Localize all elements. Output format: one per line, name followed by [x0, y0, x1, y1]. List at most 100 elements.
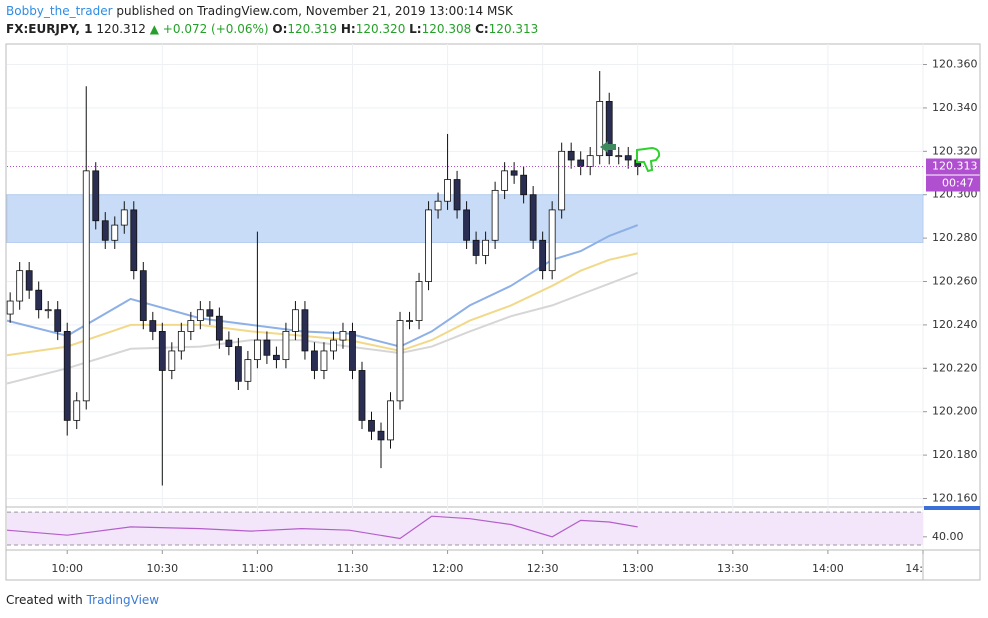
rsi-tick-label: 40.00	[932, 530, 964, 543]
symbol: FX:EURJPY, 1	[6, 22, 93, 36]
candle-body	[330, 339, 337, 352]
candle-body	[520, 174, 528, 196]
pane-handle	[924, 506, 980, 510]
y-tick-label: 120.220	[932, 361, 978, 374]
candle-body	[244, 359, 252, 382]
footer: Created with TradingView	[6, 593, 159, 607]
candle-body	[558, 150, 566, 211]
candle-body	[349, 331, 356, 371]
y-tick-label: 120.160	[932, 491, 978, 504]
y-tick-label: 120.320	[932, 144, 978, 157]
candle-body	[406, 320, 413, 322]
candle-body	[453, 179, 461, 211]
published: published on TradingView.com, November 2…	[116, 4, 513, 18]
header-line: Bobby_the_trader published on TradingVie…	[6, 4, 513, 18]
x-tick-label: 11:30	[337, 562, 369, 575]
candle-body	[482, 239, 490, 256]
y-tick-label: 120.260	[932, 275, 978, 288]
candle-body	[92, 170, 100, 222]
candle-body	[25, 270, 33, 291]
brand[interactable]: TradingView	[86, 593, 160, 607]
candle-body	[415, 281, 423, 321]
candle-body	[311, 350, 318, 371]
candle-body	[158, 331, 166, 371]
candle-body	[510, 170, 518, 176]
candle-body	[120, 209, 128, 226]
candle-body	[472, 239, 480, 256]
candle-body	[196, 309, 204, 321]
candle-body	[615, 155, 623, 158]
candle-body	[425, 209, 432, 282]
x-tick-label: 10:00	[51, 562, 83, 575]
h-label: H:	[340, 22, 356, 36]
author[interactable]: Bobby_the_trader	[6, 4, 113, 18]
candle-body	[82, 170, 90, 402]
created: Created with	[6, 593, 83, 607]
c: 120.313	[488, 22, 539, 36]
candle-body	[73, 400, 81, 421]
candle-body	[444, 179, 451, 202]
arrow-icon	[600, 141, 616, 153]
candle-body	[16, 270, 24, 302]
o-label: O:	[272, 22, 288, 36]
candle-body	[539, 239, 547, 272]
l: 120.308	[421, 22, 472, 36]
candle-body	[6, 300, 14, 315]
candle-body	[387, 400, 394, 441]
countdown-label: 00:47	[942, 177, 974, 190]
x-tick-label: 12:30	[527, 562, 559, 575]
candle-body	[225, 339, 233, 348]
candle-body	[501, 170, 509, 191]
candle-body	[358, 370, 366, 421]
candle-body	[377, 430, 385, 441]
countdown-box	[926, 175, 980, 192]
candle-body	[263, 339, 271, 356]
candle-body	[301, 309, 309, 352]
rsi-line	[6, 515, 638, 540]
candle-body	[187, 320, 195, 332]
change: ▲ +0.072 (+0.06%)	[149, 22, 269, 36]
x-tick-label: 10:30	[146, 562, 178, 575]
candle-body	[101, 220, 109, 241]
candle-body	[273, 354, 280, 361]
x-tick-label: 13:30	[717, 562, 749, 575]
candle-body	[149, 320, 157, 332]
x-tick-label: 14:00	[812, 562, 844, 575]
candle-body	[44, 309, 52, 312]
thumbs-down-icon	[636, 146, 661, 173]
last-price-label: 120.313	[932, 160, 978, 173]
y-tick-label: 120.240	[932, 318, 978, 331]
candle-body	[548, 209, 556, 272]
x-tick-label: 14:	[905, 562, 923, 575]
candle-body	[139, 270, 147, 321]
candle-body	[63, 331, 71, 421]
o: 120.319	[287, 22, 338, 36]
candle-body	[292, 309, 299, 332]
candle-body	[111, 224, 119, 241]
chart-frame	[5, 43, 981, 581]
candle-body	[282, 331, 290, 361]
x-tick-label: 11:00	[242, 562, 274, 575]
c-label: C:	[475, 22, 489, 36]
y-tick-label: 120.360	[932, 58, 978, 71]
candle-body	[567, 150, 575, 161]
symbol-line: FX:EURJPY, 1 120.312 ▲ +0.072 (+0.06%) O…	[6, 22, 538, 36]
candle-body	[168, 350, 176, 371]
candle-body	[434, 200, 442, 211]
last-price-box	[926, 158, 980, 175]
last: 120.312	[96, 22, 146, 36]
candle-body	[529, 194, 537, 241]
y-tick-label: 120.200	[932, 405, 978, 418]
x-tick-label: 13:00	[622, 562, 654, 575]
candle-body	[253, 339, 261, 361]
candle-body	[35, 289, 43, 311]
x-tick-label: 12:00	[432, 562, 464, 575]
y-tick-label: 120.340	[932, 101, 978, 114]
candle-body	[215, 315, 223, 341]
candle-body	[234, 346, 242, 382]
candle-body	[339, 331, 347, 341]
y-tick-label: 120.180	[932, 448, 978, 461]
rsi-band	[7, 512, 923, 546]
